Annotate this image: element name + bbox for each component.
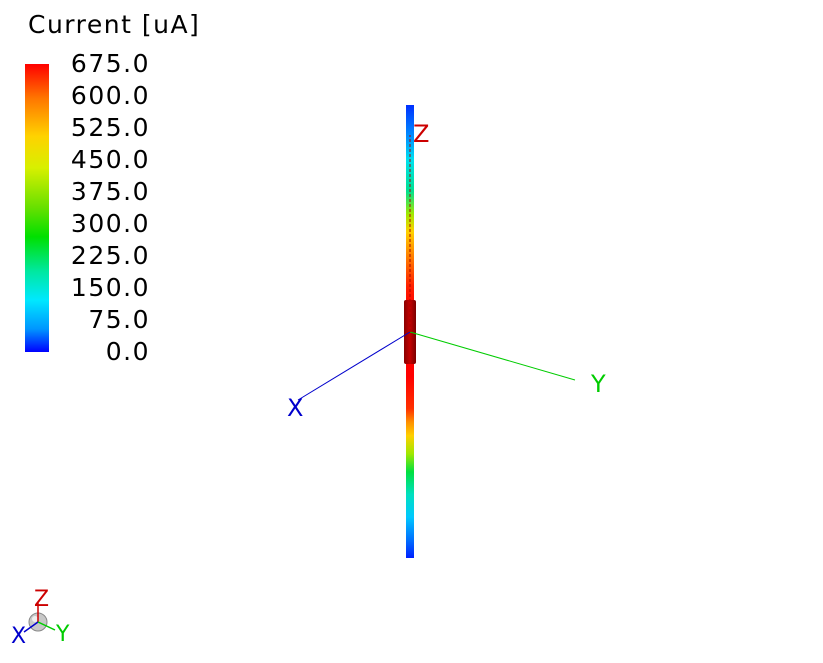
triad-y-line xyxy=(37,621,56,631)
x-axis-line xyxy=(297,331,411,401)
colorbar-tick: 525.0 xyxy=(70,113,150,142)
colorbar-tick: 0.0 xyxy=(105,337,150,366)
colorbar-title: Current [uA] xyxy=(28,10,201,39)
y-axis-label: Y xyxy=(590,370,606,398)
colorbar xyxy=(25,64,49,352)
triad-x-label: X xyxy=(11,624,26,649)
orientation-triad[interactable]: Z X Y xyxy=(11,587,70,649)
y-axis-line xyxy=(409,331,576,381)
colorbar-tick: 300.0 xyxy=(70,209,150,238)
z-axis-label: Z xyxy=(413,120,429,148)
colorbar-ticks: 675.0 600.0 525.0 450.0 375.0 300.0 225.… xyxy=(56,50,150,370)
colorbar-tick: 675.0 xyxy=(70,49,150,78)
colorbar-tick: 225.0 xyxy=(70,241,150,270)
colorbar-tick: 75.0 xyxy=(88,305,150,334)
colorbar-tick: 450.0 xyxy=(70,145,150,174)
triad-z-label: Z xyxy=(34,587,49,612)
colorbar-tick: 600.0 xyxy=(70,81,150,110)
triad-highlight xyxy=(32,616,38,622)
colorbar-tick: 150.0 xyxy=(70,273,150,302)
triad-x-line xyxy=(23,621,39,633)
x-axis-label: X xyxy=(287,394,303,422)
colorbar-tick: 375.0 xyxy=(70,177,150,206)
triad-y-label: Y xyxy=(55,622,70,647)
